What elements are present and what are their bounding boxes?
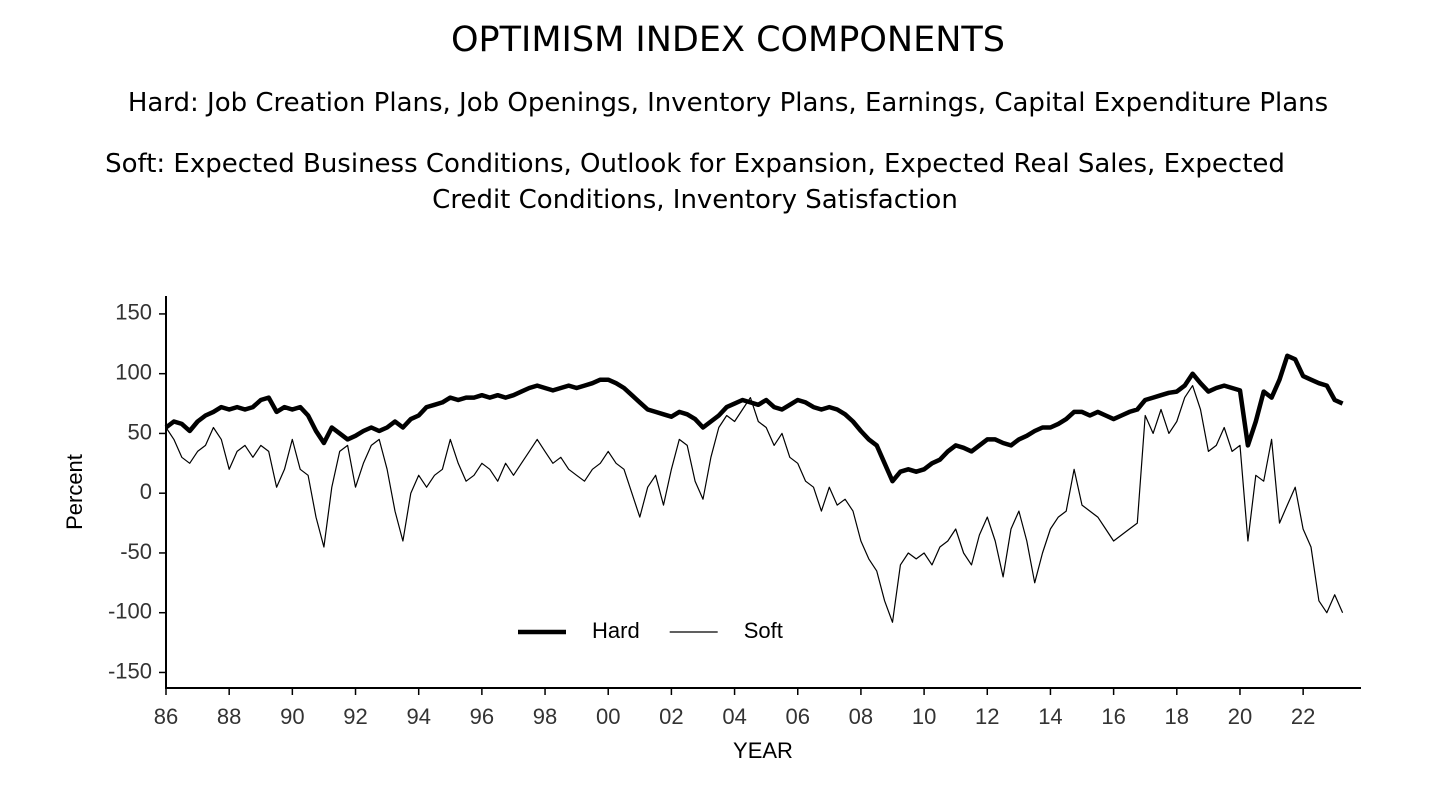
x-tick-label: 08 <box>849 704 873 729</box>
x-tick-label: 88 <box>217 704 241 729</box>
subtitle: Soft: Expected Business Conditions, Outl… <box>105 149 1285 215</box>
x-tick-label: 14 <box>1038 704 1062 729</box>
y-tick-label: -100 <box>108 599 152 624</box>
y-tick-label: 50 <box>128 419 152 444</box>
x-tick-label: 92 <box>343 704 367 729</box>
y-tick-label: 0 <box>140 479 152 504</box>
x-tick-label: 96 <box>470 704 494 729</box>
x-tick-label: 94 <box>406 704 430 729</box>
y-tick-label: 100 <box>115 359 152 384</box>
x-tick-label: 90 <box>280 704 304 729</box>
y-tick-label: -50 <box>120 539 152 564</box>
x-tick-label: 98 <box>533 704 557 729</box>
x-tick-label: 06 <box>786 704 810 729</box>
line-series <box>164 353 1344 484</box>
x-tick-label: 00 <box>596 704 620 729</box>
chart-title: OPTIMISM INDEX COMPONENTS <box>450 20 1005 60</box>
x-tick-label: 02 <box>659 704 683 729</box>
x-tick-label: 86 <box>154 704 178 729</box>
subtitle: Hard: Job Creation Plans, Job Openings, … <box>127 88 1329 118</box>
x-tick-label: 22 <box>1291 704 1315 729</box>
x-tick-label: 12 <box>975 704 999 729</box>
x-tick-label: 16 <box>1101 704 1125 729</box>
y-axis-label: Percent <box>62 454 87 530</box>
line-series <box>165 385 1344 623</box>
y-tick-label: 150 <box>115 300 152 325</box>
x-axis-label: YEAR <box>733 738 793 763</box>
x-tick-label: 10 <box>912 704 936 729</box>
x-tick-label: 04 <box>722 704 746 729</box>
legend-label: Hard <box>592 618 640 643</box>
x-tick-label: 18 <box>1165 704 1189 729</box>
y-tick-label: -150 <box>108 658 152 683</box>
legend-label: Soft <box>744 618 783 643</box>
x-tick-label: 20 <box>1228 704 1252 729</box>
